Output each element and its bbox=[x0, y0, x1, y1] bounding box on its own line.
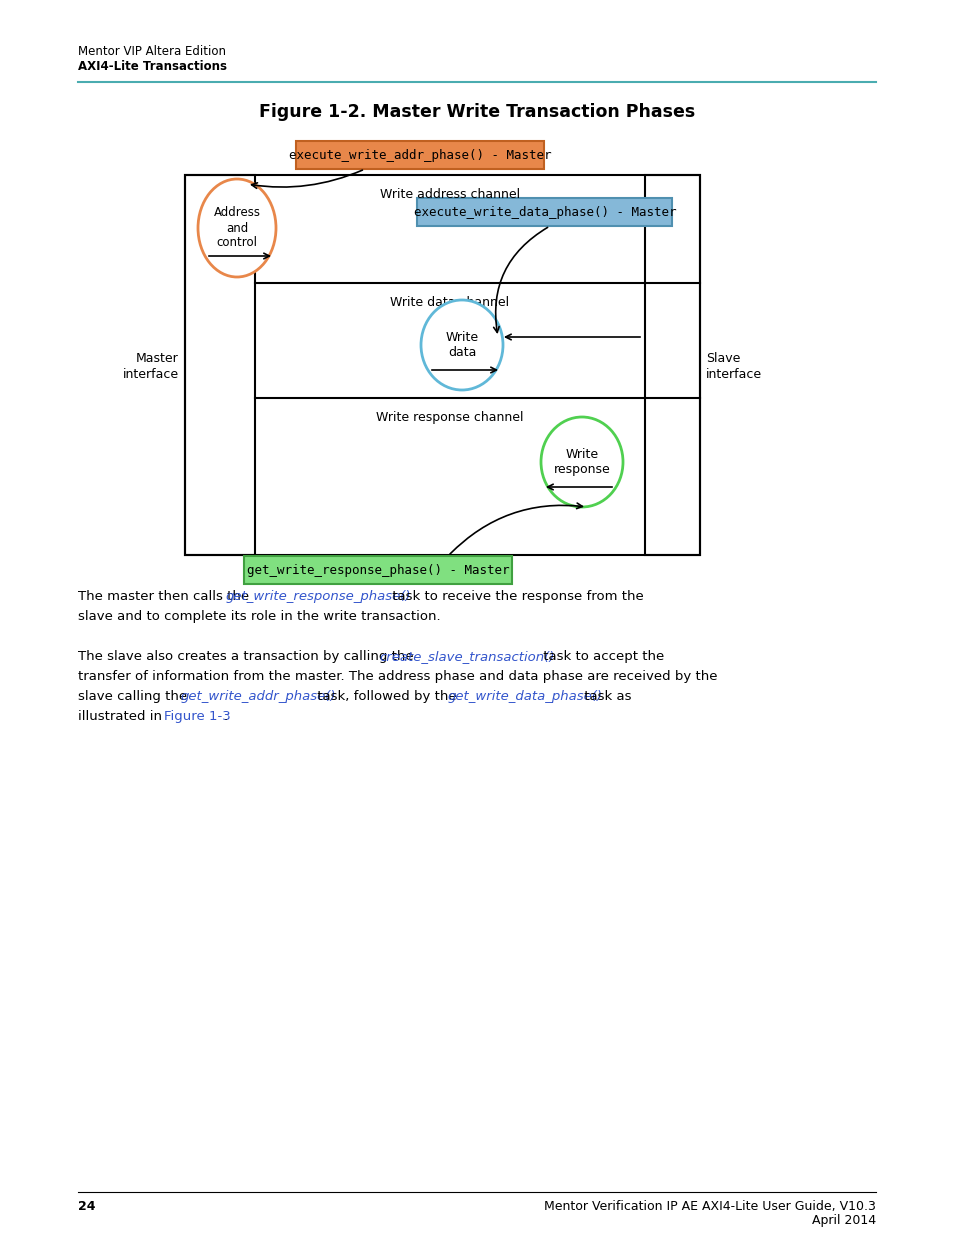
Text: AXI4-Lite Transactions: AXI4-Lite Transactions bbox=[78, 61, 227, 73]
Bar bbox=[295, 141, 543, 169]
Text: get_write_response_phase(): get_write_response_phase() bbox=[226, 590, 411, 603]
Text: execute_write_data_phase() - Master: execute_write_data_phase() - Master bbox=[414, 206, 676, 219]
Text: Address
and
control: Address and control bbox=[213, 206, 260, 249]
Bar bbox=[185, 175, 254, 555]
Text: interface: interface bbox=[705, 368, 761, 382]
Bar bbox=[644, 175, 700, 555]
Text: transfer of information from the master. The address phase and data phase are re: transfer of information from the master.… bbox=[78, 671, 717, 683]
Text: slave and to complete its role in the write transaction.: slave and to complete its role in the wr… bbox=[78, 610, 440, 622]
Text: Mentor VIP Altera Edition: Mentor VIP Altera Edition bbox=[78, 44, 226, 58]
Text: get_write_response_phase() - Master: get_write_response_phase() - Master bbox=[247, 564, 509, 577]
Text: Master: Master bbox=[136, 352, 179, 366]
Text: execute_write_addr_phase() - Master: execute_write_addr_phase() - Master bbox=[289, 149, 551, 162]
Ellipse shape bbox=[540, 417, 622, 508]
Ellipse shape bbox=[198, 179, 275, 277]
Text: April 2014: April 2014 bbox=[811, 1214, 875, 1228]
Text: task to accept the: task to accept the bbox=[538, 650, 663, 663]
Text: task as: task as bbox=[579, 690, 631, 703]
Bar bbox=[417, 198, 672, 226]
Text: Figure 1-3: Figure 1-3 bbox=[164, 710, 231, 722]
Text: illustrated in: illustrated in bbox=[78, 710, 166, 722]
Text: Slave: Slave bbox=[705, 352, 740, 366]
Text: Write
response: Write response bbox=[553, 448, 610, 475]
Text: .: . bbox=[224, 710, 228, 722]
Text: task, followed by the: task, followed by the bbox=[313, 690, 460, 703]
Text: Figure 1-2. Master Write Transaction Phases: Figure 1-2. Master Write Transaction Pha… bbox=[258, 103, 695, 121]
Text: get_write_addr_phase(): get_write_addr_phase() bbox=[181, 690, 336, 703]
Text: Write response channel: Write response channel bbox=[375, 411, 523, 424]
Text: Write
data: Write data bbox=[445, 331, 478, 359]
Ellipse shape bbox=[420, 300, 502, 390]
Text: 24: 24 bbox=[78, 1200, 95, 1213]
Text: create_slave_transaction(): create_slave_transaction() bbox=[378, 650, 554, 663]
Text: interface: interface bbox=[123, 368, 179, 382]
Bar bbox=[185, 175, 700, 555]
Text: slave calling the: slave calling the bbox=[78, 690, 192, 703]
Bar bbox=[244, 556, 512, 584]
Text: Mentor Verification IP AE AXI4-Lite User Guide, V10.3: Mentor Verification IP AE AXI4-Lite User… bbox=[543, 1200, 875, 1213]
Text: get_write_data_phase(): get_write_data_phase() bbox=[448, 690, 602, 703]
Text: The slave also creates a transaction by calling the: The slave also creates a transaction by … bbox=[78, 650, 417, 663]
Text: Write data channel: Write data channel bbox=[390, 296, 509, 309]
Text: task to receive the response from the: task to receive the response from the bbox=[388, 590, 643, 603]
Text: Write address channel: Write address channel bbox=[379, 188, 519, 201]
Text: The master then calls the: The master then calls the bbox=[78, 590, 253, 603]
